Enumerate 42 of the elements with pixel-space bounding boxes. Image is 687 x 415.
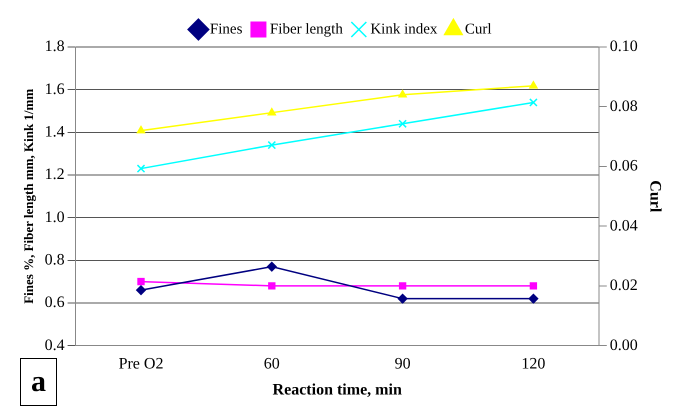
legend-label: Fiber length xyxy=(270,21,344,38)
point xyxy=(266,262,277,272)
y2-tick-label: 0.02 xyxy=(610,277,638,294)
y-tick-label: 1.6 xyxy=(44,80,65,98)
legend-label: Kink index xyxy=(370,21,438,38)
point xyxy=(530,282,538,290)
y2-tick-label: 0.10 xyxy=(610,38,638,56)
legend-label: Fines xyxy=(210,21,243,38)
point xyxy=(268,282,276,290)
point xyxy=(398,282,406,290)
y-tick-label: 0.8 xyxy=(44,251,65,268)
x-tick-label: Pre O2 xyxy=(118,355,164,372)
y2-tick-label: 0.08 xyxy=(610,98,638,115)
point xyxy=(398,120,407,128)
x-axis-title: Reaction time, min xyxy=(272,382,402,399)
y2-tick-label: 0.06 xyxy=(610,158,638,175)
y2-axis-title: Curl xyxy=(646,180,664,213)
point xyxy=(529,98,538,107)
y-tick-label: 0.6 xyxy=(44,294,65,312)
y-axis-title: Fines %, Fiber length mm, Kink 1/mm xyxy=(21,88,36,304)
y-tick-label: 1.4 xyxy=(44,124,65,141)
point xyxy=(136,164,146,173)
point xyxy=(528,294,538,304)
x-tick-label: 60 xyxy=(264,355,280,372)
y-tick-label: 1.8 xyxy=(44,38,65,56)
y-tick-label: 1.2 xyxy=(44,166,65,184)
y-tick-label: 1.0 xyxy=(44,208,65,226)
y2-tick-label: 0.00 xyxy=(610,336,638,354)
point xyxy=(398,90,407,98)
y-tick-label: 0.4 xyxy=(44,336,65,354)
x-tick-label: 120 xyxy=(521,355,546,372)
text: a xyxy=(20,358,57,406)
legend-label: Curl xyxy=(464,21,492,38)
y2-tick-label: 0.04 xyxy=(610,217,638,234)
point xyxy=(529,80,538,89)
point xyxy=(136,126,146,134)
point xyxy=(268,140,276,150)
x-tick-label: 90 xyxy=(394,355,411,372)
point xyxy=(136,285,146,296)
point xyxy=(398,294,408,304)
point xyxy=(137,278,145,286)
point xyxy=(267,108,276,116)
